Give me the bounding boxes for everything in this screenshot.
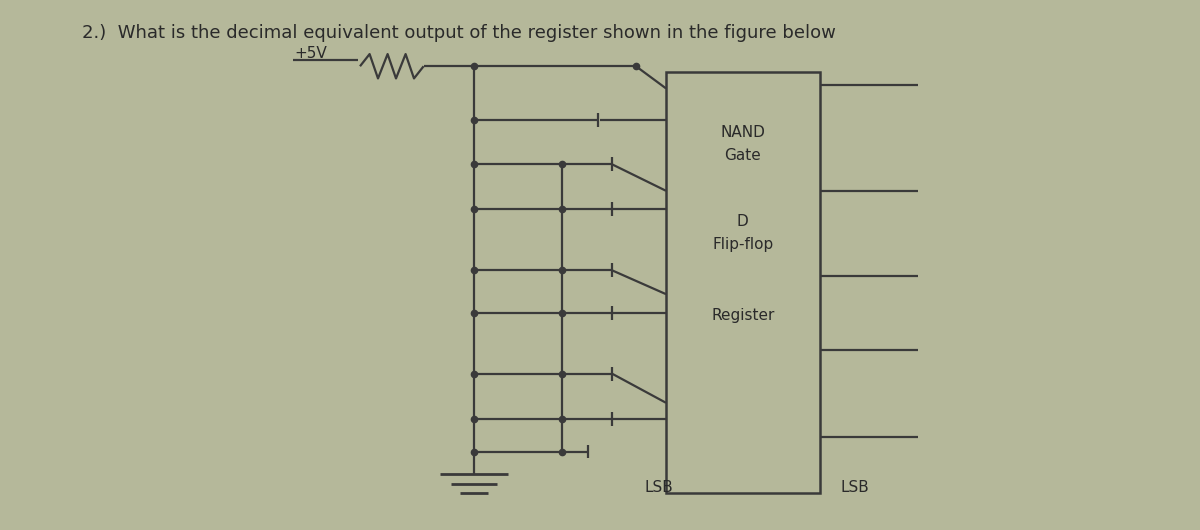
Text: NAND: NAND [720,125,766,140]
Text: LSB: LSB [840,480,869,495]
Text: Register: Register [712,308,774,323]
Text: +5V: +5V [294,46,326,60]
Text: D: D [737,214,749,228]
Text: Flip-flop: Flip-flop [712,237,774,252]
Bar [666,72,820,493]
Text: LSB: LSB [644,480,673,495]
Text: 2.)  What is the decimal equivalent output of the register shown in the figure b: 2.) What is the decimal equivalent outpu… [82,24,835,42]
Text: Gate: Gate [725,148,761,163]
